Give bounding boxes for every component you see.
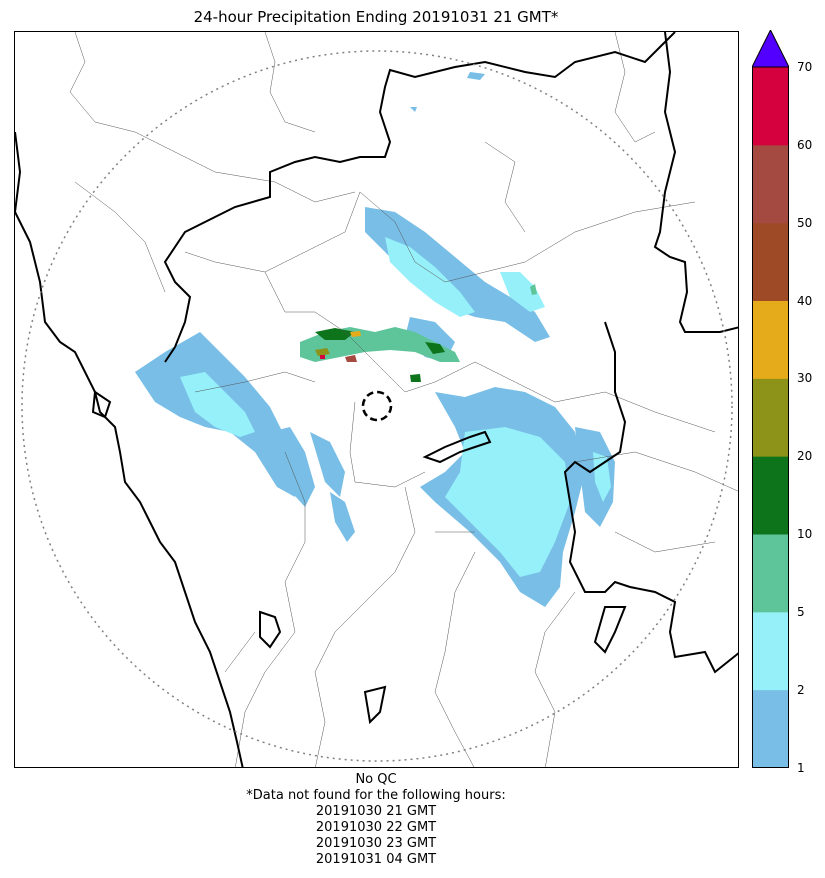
colorbar-tick-label: 5 — [797, 604, 805, 619]
precip-cell-8 — [410, 374, 421, 382]
colorbar-outline — [752, 66, 789, 768]
precip-heavy — [300, 284, 537, 382]
district-borders — [69, 32, 738, 767]
colorbar-bin — [752, 222, 789, 301]
colorbar-bin — [752, 611, 789, 691]
precip-cell-2 — [315, 328, 355, 340]
state-border-east — [653, 32, 738, 333]
colorbar-tick-label: 1 — [797, 760, 805, 775]
colorbar-tick-label: 30 — [797, 371, 813, 386]
precip-cell-6 — [320, 355, 325, 359]
precip-cell-9 — [530, 284, 537, 295]
precip-band-south — [330, 492, 355, 542]
missing-hour: 20191030 22 GMT — [315, 820, 437, 835]
precip-core-north — [385, 237, 475, 317]
map-footer: No QC *Data not found for the following … — [0, 772, 752, 868]
missing-hour: 20191031 04 GMT — [315, 852, 437, 867]
colorbar-tick-label: 2 — [797, 682, 805, 697]
colorbar-bin — [752, 67, 789, 146]
colorbar-tick-label: 50 — [797, 215, 813, 230]
precip-core-ne — [500, 272, 545, 312]
coastline — [15, 131, 244, 767]
radar-site-marker — [361, 390, 393, 422]
state-borders — [15, 32, 738, 767]
colorbar-bin — [752, 300, 789, 379]
colorbar-bin — [752, 378, 789, 457]
precip-core-east — [445, 427, 570, 577]
missing-hour: 20191030 23 GMT — [315, 836, 437, 851]
precip-cell-3 — [425, 342, 445, 354]
colorbar-overflow-arrow — [752, 30, 789, 68]
precip-core-far-east — [593, 452, 611, 502]
precip-band-north — [365, 207, 550, 342]
precip-cell-5 — [350, 331, 361, 337]
enclave-4 — [91, 390, 112, 419]
precip-band-mid — [310, 432, 345, 497]
state-border-southeast — [563, 321, 738, 674]
range-ring — [21, 50, 733, 762]
colorbar-tick-label: 60 — [797, 137, 813, 152]
precip-band-sw — [270, 427, 315, 507]
inner-boundary — [422, 430, 492, 464]
map-title: 24-hour Precipitation Ending 20191031 21… — [193, 8, 559, 26]
colorbar-tick-label: 20 — [797, 449, 813, 464]
colorbar-tick-label: 40 — [797, 293, 813, 308]
colorbar-bin — [752, 534, 789, 613]
precip-core-west — [180, 372, 255, 437]
precip-colorbar — [752, 30, 789, 768]
precip-speck-2 — [410, 107, 417, 112]
enclave-2 — [259, 610, 282, 649]
missing-data-note: *Data not found for the following hours: — [246, 788, 506, 803]
precip-speck-1 — [467, 72, 485, 80]
colorbar-tick-label: 10 — [797, 527, 813, 541]
precip-cell-4 — [315, 348, 330, 356]
colorbar-tick-label: 70 — [797, 60, 813, 74]
colorbar-bin — [752, 456, 789, 535]
precip-moderate — [180, 237, 611, 577]
map-canvas — [15, 32, 738, 767]
state-border-north — [163, 32, 676, 363]
enclave-1 — [593, 606, 627, 654]
precip-cell-7 — [345, 355, 357, 362]
colorbar-bin — [752, 689, 789, 768]
colorbar-bin — [752, 144, 789, 224]
missing-hour: 20191030 21 GMT — [315, 804, 437, 819]
enclave-3 — [363, 685, 387, 725]
qc-status: No QC — [355, 772, 397, 787]
precipitation-map — [14, 31, 739, 768]
